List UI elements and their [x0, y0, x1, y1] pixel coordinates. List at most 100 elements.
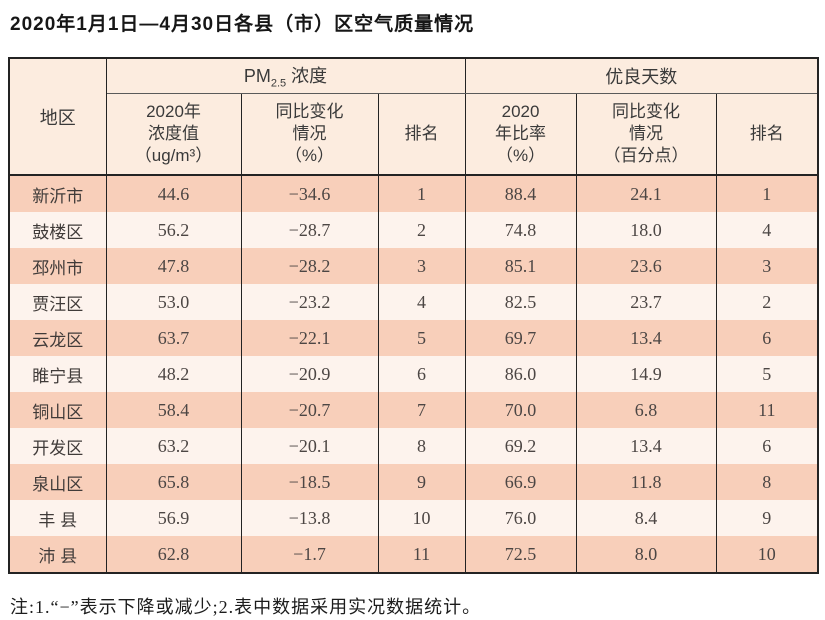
ratio-change-cell: 8.0 [575, 536, 717, 573]
ratio-rank-cell: 2 [715, 284, 819, 320]
pm-rank-cell: 2 [377, 212, 466, 248]
ratio-rank-cell: 6 [715, 428, 819, 464]
ratio-cell: 85.1 [464, 248, 577, 284]
pm-change-cell: −28.2 [240, 248, 379, 284]
pm-change-cell: −20.9 [240, 356, 379, 392]
region-cell: 丰 县 [8, 500, 107, 536]
pm-change-cell: −22.1 [240, 320, 379, 356]
column-header-region: 地区 [8, 58, 107, 176]
table-row: 睢宁县 48.2 −20.9 6 86.0 14.9 5 [8, 356, 819, 392]
ratio-rank-cell: 9 [715, 500, 819, 536]
ratio-cell: 70.0 [464, 392, 577, 428]
column-header-ratio-change: 同比变化 情况 （百分点） [575, 93, 717, 176]
ratio-cell: 72.5 [464, 536, 577, 573]
ratio-change-cell: 24.1 [575, 175, 717, 212]
pm-rank-cell: 5 [377, 320, 466, 356]
page-title: 2020年1月1日—4月30日各县（市）区空气质量情况 [10, 14, 475, 35]
ratio-change-cell: 6.8 [575, 392, 717, 428]
ratio-change-cell: 13.4 [575, 428, 717, 464]
pm-value-cell: 62.8 [105, 536, 242, 573]
table-row: 沛 县 62.8 −1.7 11 72.5 8.0 10 [8, 536, 819, 573]
table-row: 邳州市 47.8 −28.2 3 85.1 23.6 3 [8, 248, 819, 284]
report-page: 2020年1月1日—4月30日各县（市）区空气质量情况 地区 PM2.5 浓度 … [8, 12, 820, 619]
pm-value-cell: 56.9 [105, 500, 242, 536]
ratio-change-cell: 14.9 [575, 356, 717, 392]
pm-rank-cell: 11 [377, 536, 466, 573]
pm-value-cell: 63.7 [105, 320, 242, 356]
pm-rank-cell: 4 [377, 284, 466, 320]
pm-change-cell: −18.5 [240, 464, 379, 500]
pm-change-cell: −28.7 [240, 212, 379, 248]
table-row: 鼓楼区 56.2 −28.7 2 74.8 18.0 4 [8, 212, 819, 248]
table-body: 新沂市 44.6 −34.6 1 88.4 24.1 1 鼓楼区 56.2 −2… [8, 175, 819, 573]
ratio-change-cell: 23.6 [575, 248, 717, 284]
table-row: 铜山区 58.4 −20.7 7 70.0 6.8 11 [8, 392, 819, 428]
pm25-main-label: PM [243, 66, 271, 87]
footnote: 注:1.“−”表示下降或减少;2.表中数据采用实况数据统计。 [10, 597, 482, 617]
ratio-rank-cell: 3 [715, 248, 819, 284]
region-cell: 睢宁县 [8, 356, 107, 392]
ratio-cell: 66.9 [464, 464, 577, 500]
column-group-pm25: PM2.5 浓度 [105, 58, 466, 94]
pm-change-cell: −20.1 [240, 428, 379, 464]
pm-value-cell: 47.8 [105, 248, 242, 284]
ratio-rank-cell: 11 [715, 392, 819, 428]
region-cell: 铜山区 [8, 392, 107, 428]
ratio-rank-cell: 6 [715, 320, 819, 356]
column-group-good-days: 优良天数 [464, 58, 819, 94]
air-quality-table: 地区 PM2.5 浓度 优良天数 2020年 浓度值 （ug/m³） 同比变化 … [8, 57, 820, 574]
pm-value-cell: 56.2 [105, 212, 242, 248]
ratio-cell: 74.8 [464, 212, 577, 248]
pm-change-cell: −13.8 [240, 500, 379, 536]
ratio-cell: 69.2 [464, 428, 577, 464]
pm-value-cell: 65.8 [105, 464, 242, 500]
region-cell: 沛 县 [8, 536, 107, 573]
ratio-rank-cell: 1 [715, 175, 819, 212]
ratio-cell: 76.0 [464, 500, 577, 536]
ratio-change-cell: 18.0 [575, 212, 717, 248]
column-header-pm-rank: 排名 [377, 93, 466, 176]
ratio-cell: 82.5 [464, 284, 577, 320]
ratio-change-cell: 23.7 [575, 284, 717, 320]
pm-change-cell: −23.2 [240, 284, 379, 320]
ratio-rank-cell: 4 [715, 212, 819, 248]
pm-value-cell: 44.6 [105, 175, 242, 212]
column-header-pm-value: 2020年 浓度值 （ug/m³） [105, 93, 242, 176]
ratio-rank-cell: 8 [715, 464, 819, 500]
pm-rank-cell: 10 [377, 500, 466, 536]
pm-change-cell: −20.7 [240, 392, 379, 428]
group-header-row: 地区 PM2.5 浓度 优良天数 [8, 58, 819, 176]
pm-rank-cell: 7 [377, 392, 466, 428]
region-cell: 云龙区 [8, 320, 107, 356]
pm-value-cell: 63.2 [105, 428, 242, 464]
column-header-ratio: 2020 年比率 （%） [464, 93, 577, 176]
region-cell: 鼓楼区 [8, 212, 107, 248]
ratio-cell: 69.7 [464, 320, 577, 356]
sub-header-row: 2020年 浓度值 （ug/m³） 同比变化 情况 （%） 排名 2020 年比… [9, 93, 819, 176]
region-cell: 泉山区 [8, 464, 107, 500]
ratio-rank-cell: 5 [715, 356, 819, 392]
pm-rank-cell: 6 [377, 356, 466, 392]
column-header-ratio-rank: 排名 [715, 93, 819, 176]
ratio-cell: 86.0 [464, 356, 577, 392]
table-header: 地区 PM2.5 浓度 优良天数 2020年 浓度值 （ug/m³） 同比变化 … [8, 58, 819, 176]
ratio-change-cell: 13.4 [575, 320, 717, 356]
table-row: 开发区 63.2 −20.1 8 69.2 13.4 6 [8, 428, 819, 464]
table-row: 贾汪区 53.0 −23.2 4 82.5 23.7 2 [8, 284, 819, 320]
pm-change-cell: −34.6 [240, 175, 379, 212]
table-row: 泉山区 65.8 −18.5 9 66.9 11.8 8 [8, 464, 819, 500]
pm-value-cell: 53.0 [105, 284, 242, 320]
region-cell: 贾汪区 [8, 284, 107, 320]
pm-change-cell: −1.7 [240, 536, 379, 573]
ratio-rank-cell: 10 [715, 536, 819, 573]
ratio-change-cell: 11.8 [575, 464, 717, 500]
column-header-pm-change: 同比变化 情况 （%） [240, 93, 379, 176]
region-cell: 新沂市 [8, 175, 107, 212]
pm-rank-cell: 3 [377, 248, 466, 284]
ratio-change-cell: 8.4 [575, 500, 717, 536]
pm-value-cell: 58.4 [105, 392, 242, 428]
pm-rank-cell: 8 [377, 428, 466, 464]
pm-rank-cell: 9 [377, 464, 466, 500]
table-row: 新沂市 44.6 −34.6 1 88.4 24.1 1 [8, 175, 819, 212]
ratio-cell: 88.4 [464, 175, 577, 212]
